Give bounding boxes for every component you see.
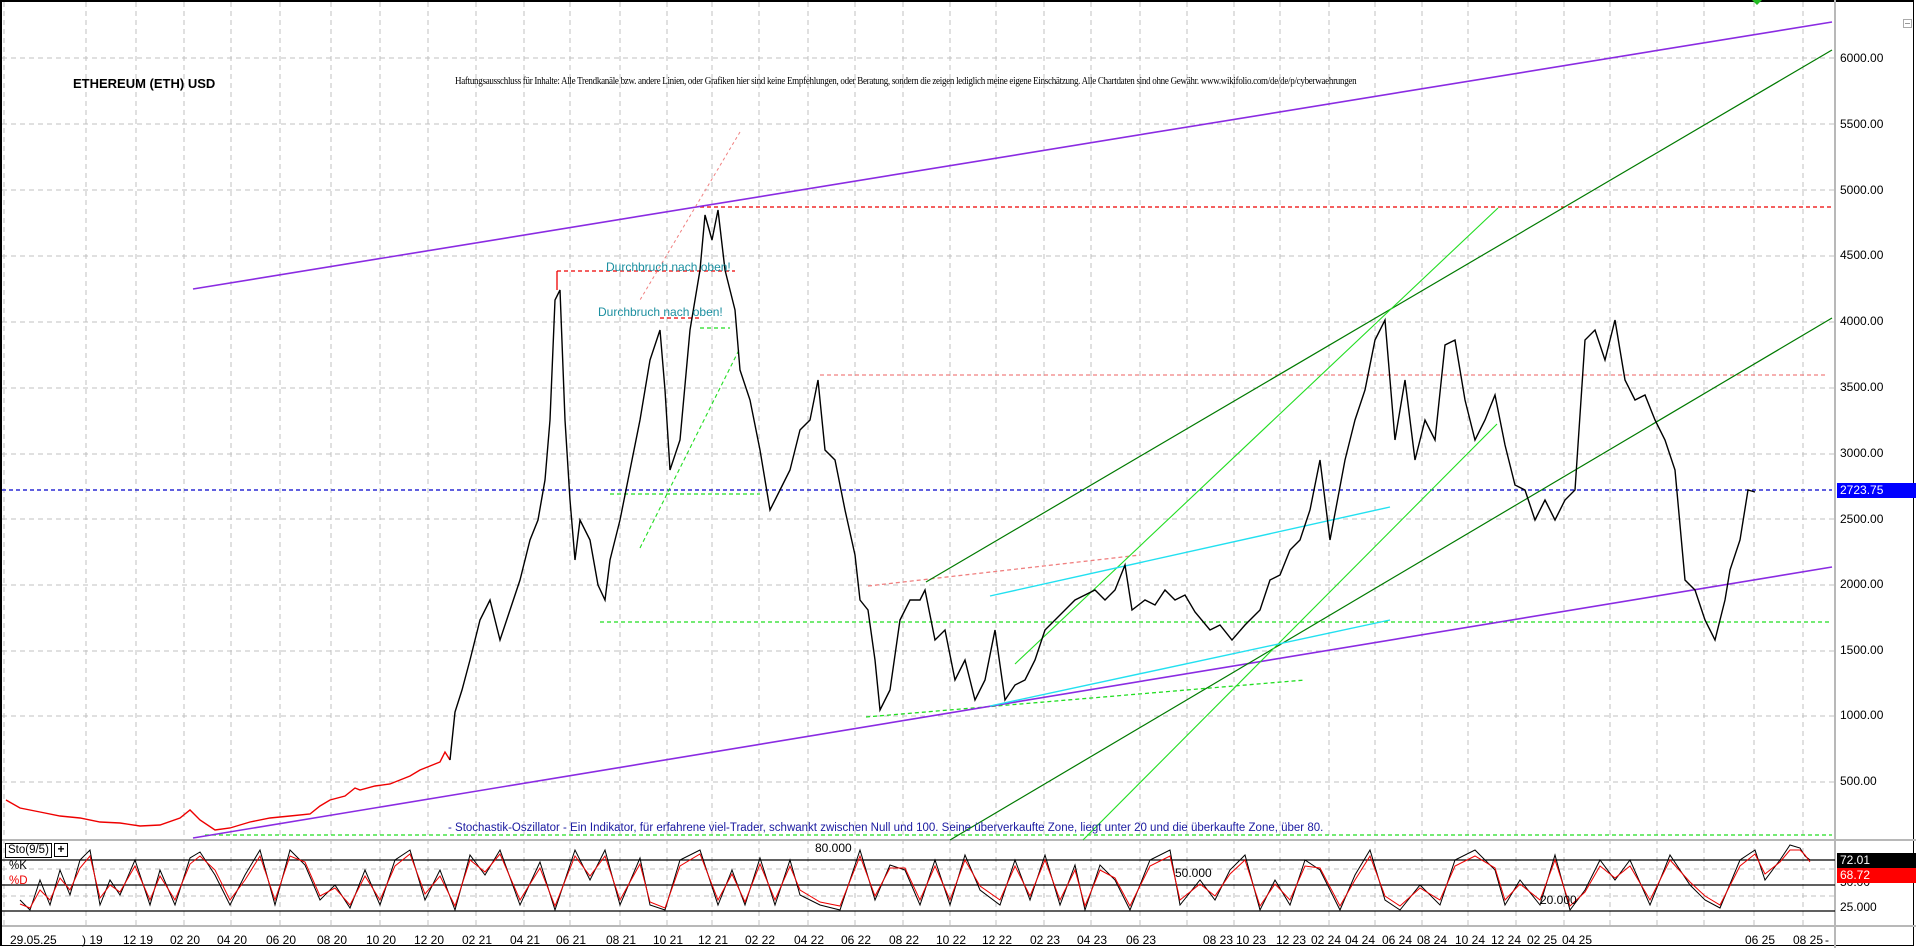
light-green-trendlines xyxy=(639,207,1499,841)
channel-lower-line xyxy=(192,566,1833,839)
k-legend: %K xyxy=(9,860,27,872)
horizontal-levels xyxy=(2,206,1832,836)
time-label: 12 19 xyxy=(123,933,154,947)
stochastic-description: - Stochastik-Oszillator - Ein Indikator,… xyxy=(448,822,1324,834)
time-label: 04 24 xyxy=(1345,933,1376,947)
stochastic-levels xyxy=(2,859,1835,912)
price-grid xyxy=(2,57,1835,897)
time-label: 10 23 xyxy=(1236,933,1267,947)
time-label: 12 24 xyxy=(1491,933,1522,947)
time-label: - xyxy=(1825,933,1829,947)
time-label: 08 25 xyxy=(1793,933,1824,947)
time-label: 04 20 xyxy=(217,933,248,947)
collapse-pane-icon[interactable] xyxy=(1903,19,1912,28)
time-label: 04 21 xyxy=(510,933,541,947)
time-label: 02 23 xyxy=(1030,933,1061,947)
price-tick: 3000.00 xyxy=(1840,446,1884,460)
time-label: 02 25 xyxy=(1527,933,1558,947)
time-label: 06 25 xyxy=(1745,933,1776,947)
time-label: 12 21 xyxy=(698,933,729,947)
breakout-annotation-1: Durchbruch nach oben! xyxy=(606,260,731,274)
stoch-level-20: 20.000 xyxy=(1540,893,1577,907)
time-grid xyxy=(3,2,1804,925)
d-value-badge: 68.72 xyxy=(1837,868,1916,883)
price-tick: 2500.00 xyxy=(1840,512,1884,526)
time-label: 06 20 xyxy=(266,933,297,947)
time-label: 06 24 xyxy=(1382,933,1413,947)
current-price-badge: 2723.75 xyxy=(1837,483,1916,498)
price-tick: 2000.00 xyxy=(1840,577,1884,591)
disclaimer-text: Haftungsausschluss für Inhalte: Alle Tre… xyxy=(455,76,1357,87)
stochastic-k-line xyxy=(19,844,1811,912)
cyan-trendlines xyxy=(989,506,1391,707)
price-tick: 3500.00 xyxy=(1840,380,1884,394)
stoch-tick: 25.000 xyxy=(1840,900,1877,914)
signal-marker-icon xyxy=(1752,0,1762,5)
candlestick-series xyxy=(5,209,1756,831)
stochastic-d-line xyxy=(19,849,1811,909)
time-label: 10 21 xyxy=(653,933,684,947)
time-label: 10 22 xyxy=(936,933,967,947)
price-tick: 5000.00 xyxy=(1840,183,1884,197)
time-label: 06 23 xyxy=(1126,933,1157,947)
trend-channel xyxy=(192,21,1833,839)
chart-title: ETHEREUM (ETH) USD xyxy=(73,76,216,91)
d-legend: %D xyxy=(9,875,28,887)
time-label: 12 22 xyxy=(982,933,1013,947)
time-label: 08 24 xyxy=(1417,933,1448,947)
channel-upper-line xyxy=(192,21,1833,290)
price-tick: 500.00 xyxy=(1840,774,1877,788)
time-label: 12 23 xyxy=(1276,933,1307,947)
stoch-level-80: 80.000 xyxy=(815,841,852,855)
time-label: 29.05.25 xyxy=(10,933,57,947)
indicator-name-label[interactable]: Sto(9/5) xyxy=(5,843,52,858)
breakout-annotation-2: Durchbruch nach oben! xyxy=(598,305,723,319)
time-label: 08 22 xyxy=(889,933,920,947)
time-label: 02 20 xyxy=(170,933,201,947)
time-label: 06 22 xyxy=(841,933,872,947)
dark-green-trendlines xyxy=(925,49,1833,841)
k-value-badge: 72.01 xyxy=(1837,853,1916,868)
time-label: 04 25 xyxy=(1562,933,1593,947)
time-label: 10 20 xyxy=(366,933,397,947)
time-label: ) 19 xyxy=(82,933,103,947)
time-label: 02 24 xyxy=(1311,933,1342,947)
price-tick: 4000.00 xyxy=(1840,314,1884,328)
price-tick: 1000.00 xyxy=(1840,708,1884,722)
price-tick: 4500.00 xyxy=(1840,248,1884,262)
time-label: 04 22 xyxy=(794,933,825,947)
stoch-level-50: 50.000 xyxy=(1175,866,1212,880)
time-label: 08 21 xyxy=(606,933,637,947)
time-label: 08 23 xyxy=(1203,933,1234,947)
time-label: 10 24 xyxy=(1455,933,1486,947)
price-tick: 1500.00 xyxy=(1840,643,1884,657)
time-label: 12 20 xyxy=(414,933,445,947)
time-label: 06 21 xyxy=(556,933,587,947)
time-label: 02 21 xyxy=(462,933,493,947)
time-label: 02 22 xyxy=(745,933,776,947)
breakout-guide-line xyxy=(639,131,741,301)
price-tick: 5500.00 xyxy=(1840,117,1884,131)
time-label: 04 23 xyxy=(1077,933,1108,947)
expand-indicator-icon[interactable]: + xyxy=(54,843,68,857)
time-label: 08 20 xyxy=(317,933,348,947)
price-tick: 6000.00 xyxy=(1840,51,1884,65)
